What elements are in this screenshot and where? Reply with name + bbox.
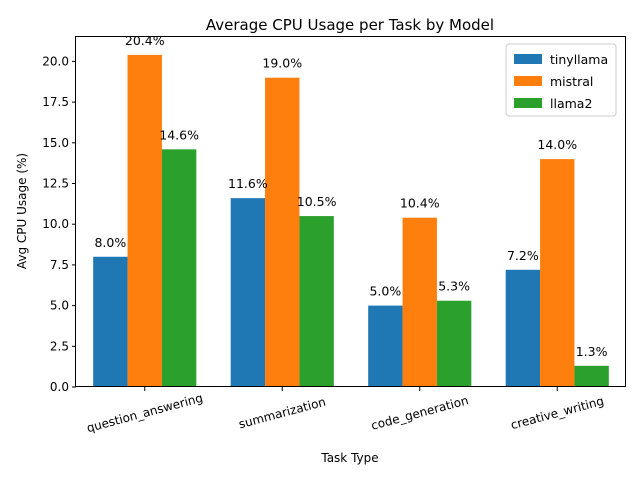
- bar-mistral-code_generation: [402, 217, 437, 387]
- bars-group: [93, 54, 609, 387]
- data-label-mistral-creative_writing: 14.0%: [537, 137, 577, 152]
- x-axis-label: Task Type: [320, 451, 378, 465]
- data-labels-group: 8.0% 11.6% 5.0% 7.2% 20.4% 19.0% 10.4% 14.0% 14.…: [94, 33, 607, 359]
- chart-title: Average CPU Usage per Task by Model: [206, 16, 494, 34]
- data-label-llama2-question_answering: 14.6%: [159, 127, 199, 142]
- x-tick-label-creative_writing: creative_writing: [509, 394, 605, 432]
- legend-label-mistral: mistral: [550, 74, 593, 89]
- data-label-tinyllama-code_generation: 5.0%: [369, 284, 401, 299]
- y-axis-label: Avg CPU Usage (%): [15, 153, 29, 269]
- bar-tinyllama-creative_writing: [505, 269, 541, 387]
- plot-frame: [75, 36, 626, 387]
- bar-mistral-creative_writing: [540, 159, 575, 387]
- y-tick-label: 10.0: [42, 217, 69, 231]
- data-label-mistral-summarization: 19.0%: [262, 56, 302, 71]
- legend-swatch-llama2: [514, 98, 542, 108]
- bar-mistral-question_answering: [127, 54, 162, 387]
- bar-llama2-question_answering: [161, 149, 197, 387]
- bar-llama2-creative_writing: [574, 365, 609, 387]
- data-label-llama2-code_generation: 5.3%: [438, 279, 470, 294]
- legend-label-tinyllama: tinyllama: [550, 52, 608, 67]
- legend-swatch-tinyllama: [514, 54, 542, 64]
- x-tick-label-code_generation: code_generation: [370, 393, 470, 432]
- bar-tinyllama-summarization: [230, 198, 266, 387]
- legend-label-llama2: llama2: [550, 96, 592, 111]
- bar-tinyllama-question_answering: [93, 256, 128, 387]
- data-label-llama2-summarization: 10.5%: [297, 194, 337, 209]
- legend-swatch-mistral: [514, 76, 542, 86]
- y-tick-label: 12.5: [42, 177, 69, 191]
- data-label-llama2-creative_writing: 1.3%: [576, 344, 608, 359]
- bar-mistral-summarization: [265, 77, 300, 387]
- y-tick-label: 7.5: [50, 258, 69, 272]
- data-label-tinyllama-summarization: 11.6%: [228, 176, 268, 191]
- x-tick-label-question_answering: question_answering: [85, 391, 204, 436]
- x-tick-label-summarization: summarization: [237, 395, 327, 432]
- data-label-tinyllama-question_answering: 8.0%: [94, 235, 126, 250]
- data-label-mistral-code_generation: 10.4%: [400, 196, 440, 211]
- y-tick-label: 0.0: [50, 380, 69, 394]
- data-label-mistral-question_answering: 20.4%: [125, 33, 165, 48]
- y-axis: 0.0 2.5 5.0 7.5 10.0 12.5 15.0 17.5 20.0: [42, 54, 76, 394]
- bar-tinyllama-code_generation: [368, 305, 403, 387]
- y-tick-label: 20.0: [42, 54, 69, 68]
- y-tick-label: 15.0: [42, 136, 69, 150]
- y-tick-label: 2.5: [50, 339, 69, 353]
- y-tick-label: 5.0: [50, 299, 69, 313]
- bar-llama2-code_generation: [436, 300, 472, 387]
- bar-llama2-summarization: [299, 216, 334, 387]
- data-label-tinyllama-creative_writing: 7.2%: [507, 248, 539, 263]
- x-axis: question_answering summarization code_gene…: [85, 387, 605, 435]
- y-tick-label: 17.5: [42, 95, 69, 109]
- legend: tinyllama mistral llama2: [505, 43, 617, 117]
